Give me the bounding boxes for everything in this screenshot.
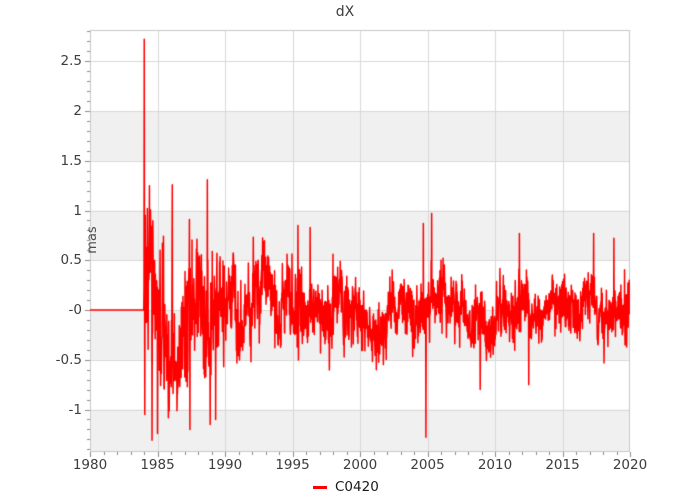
chart-title: dX [335, 4, 355, 20]
y-tick-label: 1.5 [60, 152, 82, 169]
y-tick-label: 2.5 [60, 53, 82, 70]
y-tick-label: 2 [73, 102, 82, 119]
legend: C0420 [313, 479, 379, 495]
legend-line-swatch [313, 485, 327, 489]
x-tick-label: 1980 [72, 457, 108, 473]
y-tick-label: -0 [68, 302, 82, 318]
x-tick-label: 2005 [410, 457, 445, 473]
x-tick-label: 2015 [545, 457, 580, 473]
y-tick-label: -1 [68, 401, 82, 418]
x-tick-label: 2020 [612, 457, 648, 473]
y-tick-label: 1 [73, 202, 82, 219]
legend-label: C0420 [335, 479, 379, 495]
x-tick-label: 1990 [207, 457, 243, 473]
y-tick-label: -0.5 [55, 351, 82, 368]
x-tick-label: 2010 [477, 457, 513, 473]
x-tick-label: 2000 [342, 457, 378, 473]
x-tick-label: 1985 [140, 457, 175, 473]
y-axis-label: mas [85, 226, 100, 254]
y-tick-label: 0.5 [60, 252, 82, 269]
x-tick-label: 1995 [275, 457, 310, 473]
